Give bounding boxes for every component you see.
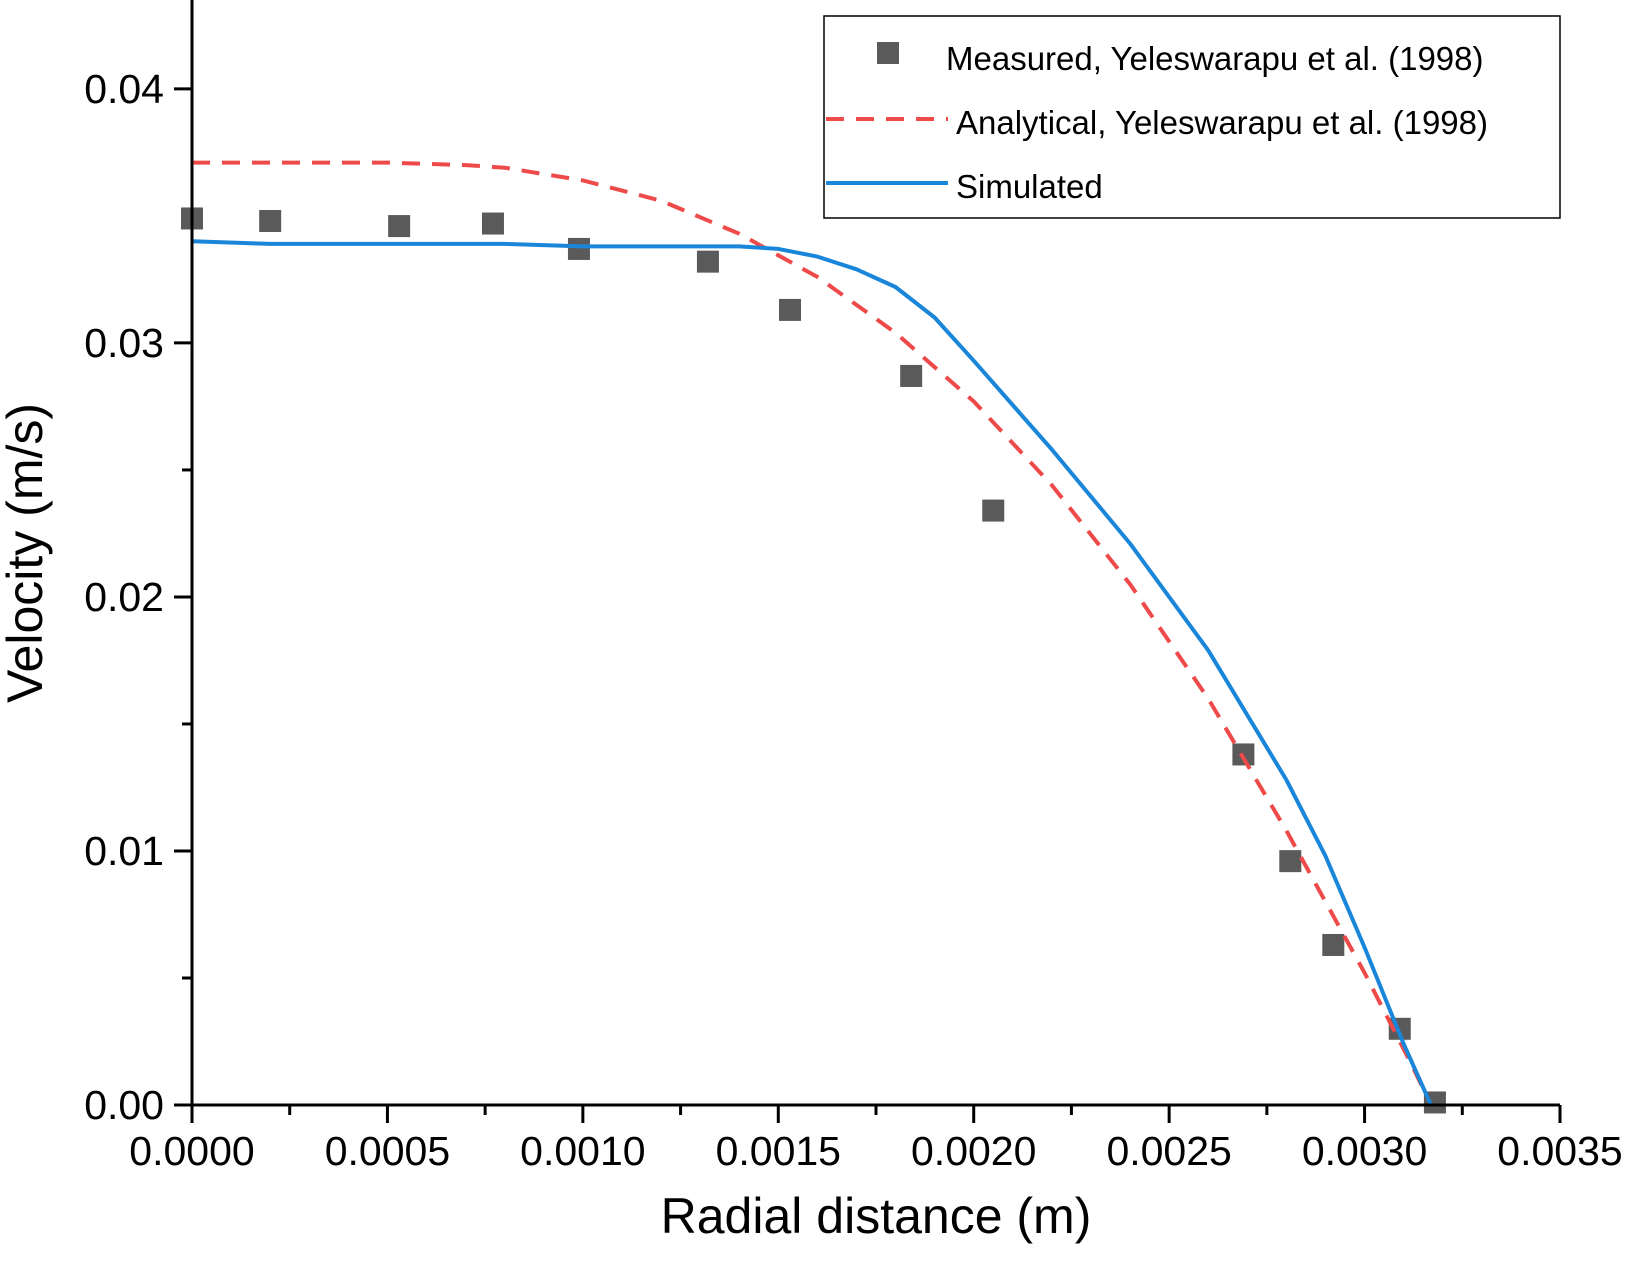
measured-point [1279, 850, 1302, 873]
y-tick-label: 0.03 [84, 320, 164, 366]
measured-point [481, 212, 504, 235]
y-tick-label: 0.02 [84, 574, 164, 620]
x-tick-label: 0.0035 [1497, 1128, 1622, 1174]
x-tick-label: 0.0025 [1106, 1128, 1231, 1174]
axes-frame [190, 0, 1560, 1107]
x-tick-label: 0.0015 [716, 1128, 841, 1174]
x-tick-label: 0.0010 [520, 1128, 645, 1174]
legend: Measured, Yeleswarapu et al. (1998) Anal… [823, 15, 1561, 219]
y-tick-label: 0.04 [84, 66, 164, 112]
x-tick-label: 0.0000 [129, 1128, 254, 1174]
measured-point [567, 237, 590, 260]
series-layer [181, 160, 1446, 1114]
measured-point [1322, 933, 1345, 956]
legend-label-measured: Measured, Yeleswarapu et al. (1998) [946, 40, 1484, 77]
x-tick-label: 0.0020 [911, 1128, 1036, 1174]
legend-label-analytical: Analytical, Yeleswarapu et al. (1998) [956, 104, 1488, 141]
x-axis-title: Radial distance (m) [661, 1188, 1092, 1244]
y-tick-label: 0.01 [84, 828, 164, 874]
measured-point [900, 364, 923, 387]
legend-label-simulated: Simulated [956, 168, 1103, 205]
legend-marker-measured [877, 42, 899, 64]
simulated-line [191, 239, 1433, 1106]
measured-point [696, 250, 719, 273]
measured-point [259, 210, 282, 232]
x-tick-label: 0.0005 [325, 1128, 450, 1174]
measured-point [982, 499, 1005, 522]
x-tick-label: 0.0030 [1302, 1128, 1427, 1174]
tick-labels: 0.0000 0.0005 0.0010 0.0015 0.0020 0.0025 0.00… [84, 66, 1623, 1174]
analytical-line [192, 160, 1433, 1106]
measured-point [779, 298, 802, 321]
y-axis-title: Velocity (m/s) [0, 403, 53, 703]
measured-point [388, 215, 411, 238]
y-tick-label: 0.00 [84, 1082, 164, 1128]
